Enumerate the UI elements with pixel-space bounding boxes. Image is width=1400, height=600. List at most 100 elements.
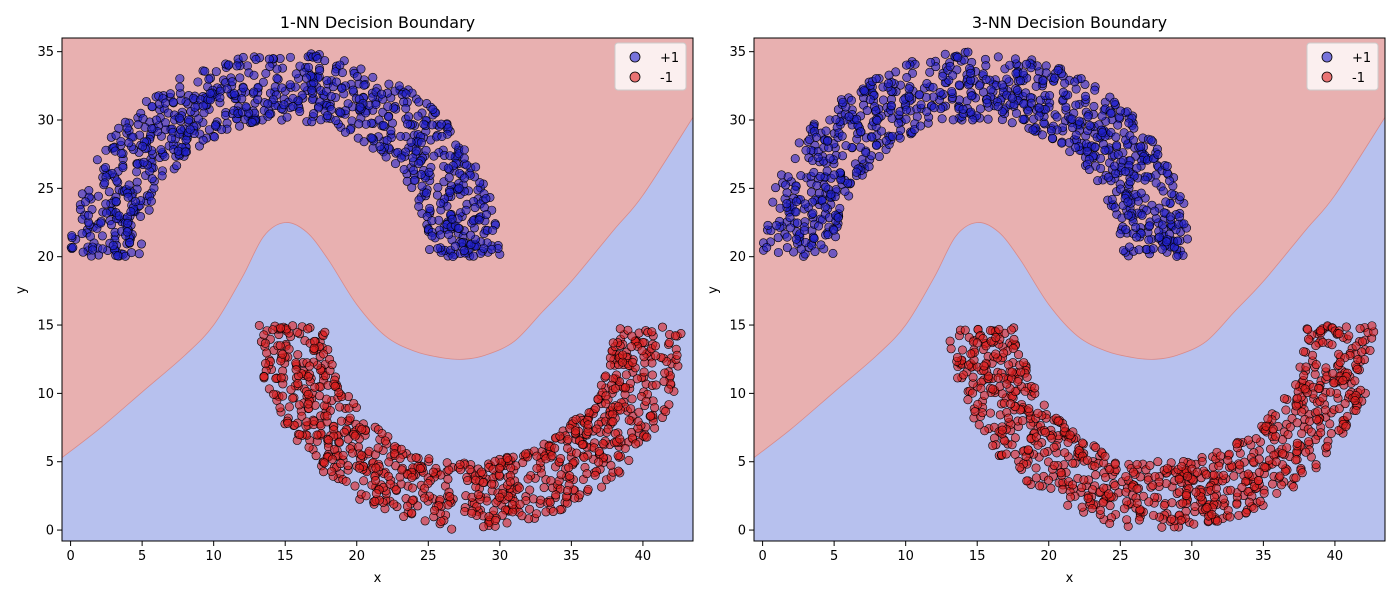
y-axis-ticks: 0 5 10 15 20 25 30 35 — [37, 45, 62, 539]
point-minus1 — [1183, 471, 1193, 481]
y-tick-label: 35 — [729, 45, 746, 60]
point-plus1 — [408, 165, 418, 175]
point-plus1 — [448, 251, 458, 261]
region-minus1 — [754, 116, 1385, 541]
point-minus1 — [1006, 399, 1016, 409]
point-minus1 — [443, 500, 453, 510]
point-plus1 — [101, 208, 111, 218]
point-plus1 — [394, 81, 404, 91]
point-minus1 — [476, 467, 486, 477]
point-minus1 — [650, 423, 660, 433]
point-plus1 — [781, 180, 791, 190]
point-plus1 — [251, 54, 261, 64]
point-plus1 — [488, 225, 498, 235]
point-minus1 — [1260, 462, 1270, 472]
point-minus1 — [295, 430, 305, 440]
point-minus1 — [632, 374, 642, 384]
point-plus1 — [901, 105, 911, 115]
point-minus1 — [1334, 329, 1344, 339]
point-minus1 — [592, 424, 602, 434]
point-minus1 — [311, 451, 321, 461]
point-minus1 — [972, 338, 982, 348]
point-minus1 — [1281, 405, 1291, 415]
point-minus1 — [1060, 448, 1070, 458]
legend: +1 -1 — [1306, 42, 1379, 91]
point-minus1 — [979, 361, 989, 371]
point-minus1 — [536, 495, 546, 505]
point-plus1 — [874, 152, 884, 162]
point-plus1 — [878, 95, 888, 105]
point-minus1 — [994, 324, 1004, 334]
point-minus1 — [335, 437, 345, 447]
point-minus1 — [601, 371, 611, 381]
point-minus1 — [1167, 514, 1177, 524]
point-plus1 — [872, 140, 882, 150]
point-minus1 — [1237, 482, 1247, 492]
point-minus1 — [1043, 475, 1053, 485]
point-minus1 — [389, 499, 399, 509]
point-plus1 — [1002, 74, 1012, 84]
point-minus1 — [473, 490, 483, 500]
point-plus1 — [1110, 161, 1120, 171]
point-minus1 — [1148, 480, 1158, 490]
point-plus1 — [282, 112, 292, 122]
y-tick-label: 15 — [37, 319, 54, 334]
point-minus1 — [1059, 423, 1069, 433]
point-plus1 — [1053, 65, 1063, 75]
point-plus1 — [914, 90, 924, 100]
point-plus1 — [983, 114, 993, 124]
point-minus1 — [960, 325, 970, 335]
point-plus1 — [425, 203, 435, 213]
x-tick-label: 40 — [635, 549, 652, 564]
point-minus1 — [1316, 428, 1326, 438]
point-plus1 — [185, 124, 195, 134]
point-plus1 — [304, 62, 314, 72]
point-minus1 — [618, 350, 628, 360]
point-minus1 — [1110, 459, 1120, 469]
point-plus1 — [409, 175, 419, 185]
point-plus1 — [1157, 244, 1167, 254]
point-plus1 — [1165, 176, 1175, 186]
point-plus1 — [144, 205, 154, 215]
point-minus1 — [556, 454, 566, 464]
point-minus1 — [1292, 393, 1302, 403]
point-plus1 — [433, 182, 443, 192]
point-minus1 — [660, 368, 670, 378]
point-minus1 — [1322, 441, 1332, 451]
point-plus1 — [413, 111, 423, 121]
point-plus1 — [771, 183, 781, 193]
y-tick-label: 35 — [37, 45, 54, 60]
point-minus1 — [593, 394, 603, 404]
point-minus1 — [447, 524, 457, 534]
point-minus1 — [288, 321, 298, 331]
point-plus1 — [926, 57, 936, 67]
point-minus1 — [1004, 360, 1014, 370]
point-minus1 — [411, 453, 421, 463]
point-plus1 — [1179, 219, 1189, 229]
point-minus1 — [1035, 481, 1045, 491]
y-tick-label: 5 — [738, 455, 746, 470]
point-plus1 — [1131, 222, 1141, 232]
point-minus1 — [1352, 364, 1362, 374]
point-minus1 — [463, 476, 473, 486]
point-plus1 — [782, 199, 792, 209]
point-plus1 — [139, 157, 149, 167]
point-minus1 — [1341, 421, 1351, 431]
point-plus1 — [222, 84, 232, 94]
point-plus1 — [794, 138, 804, 148]
point-minus1 — [646, 411, 656, 421]
point-minus1 — [988, 441, 998, 451]
point-plus1 — [210, 121, 220, 131]
point-minus1 — [334, 388, 344, 398]
point-plus1 — [146, 196, 156, 206]
point-plus1 — [381, 152, 391, 162]
point-minus1 — [1013, 377, 1023, 387]
point-plus1 — [773, 233, 783, 243]
point-plus1 — [783, 172, 793, 182]
point-plus1 — [838, 97, 848, 107]
point-minus1 — [396, 444, 406, 454]
point-minus1 — [490, 456, 500, 466]
y-axis-ticks: 0 5 10 15 20 25 30 35 — [729, 45, 754, 539]
point-plus1 — [111, 196, 121, 206]
point-minus1 — [1091, 442, 1101, 452]
